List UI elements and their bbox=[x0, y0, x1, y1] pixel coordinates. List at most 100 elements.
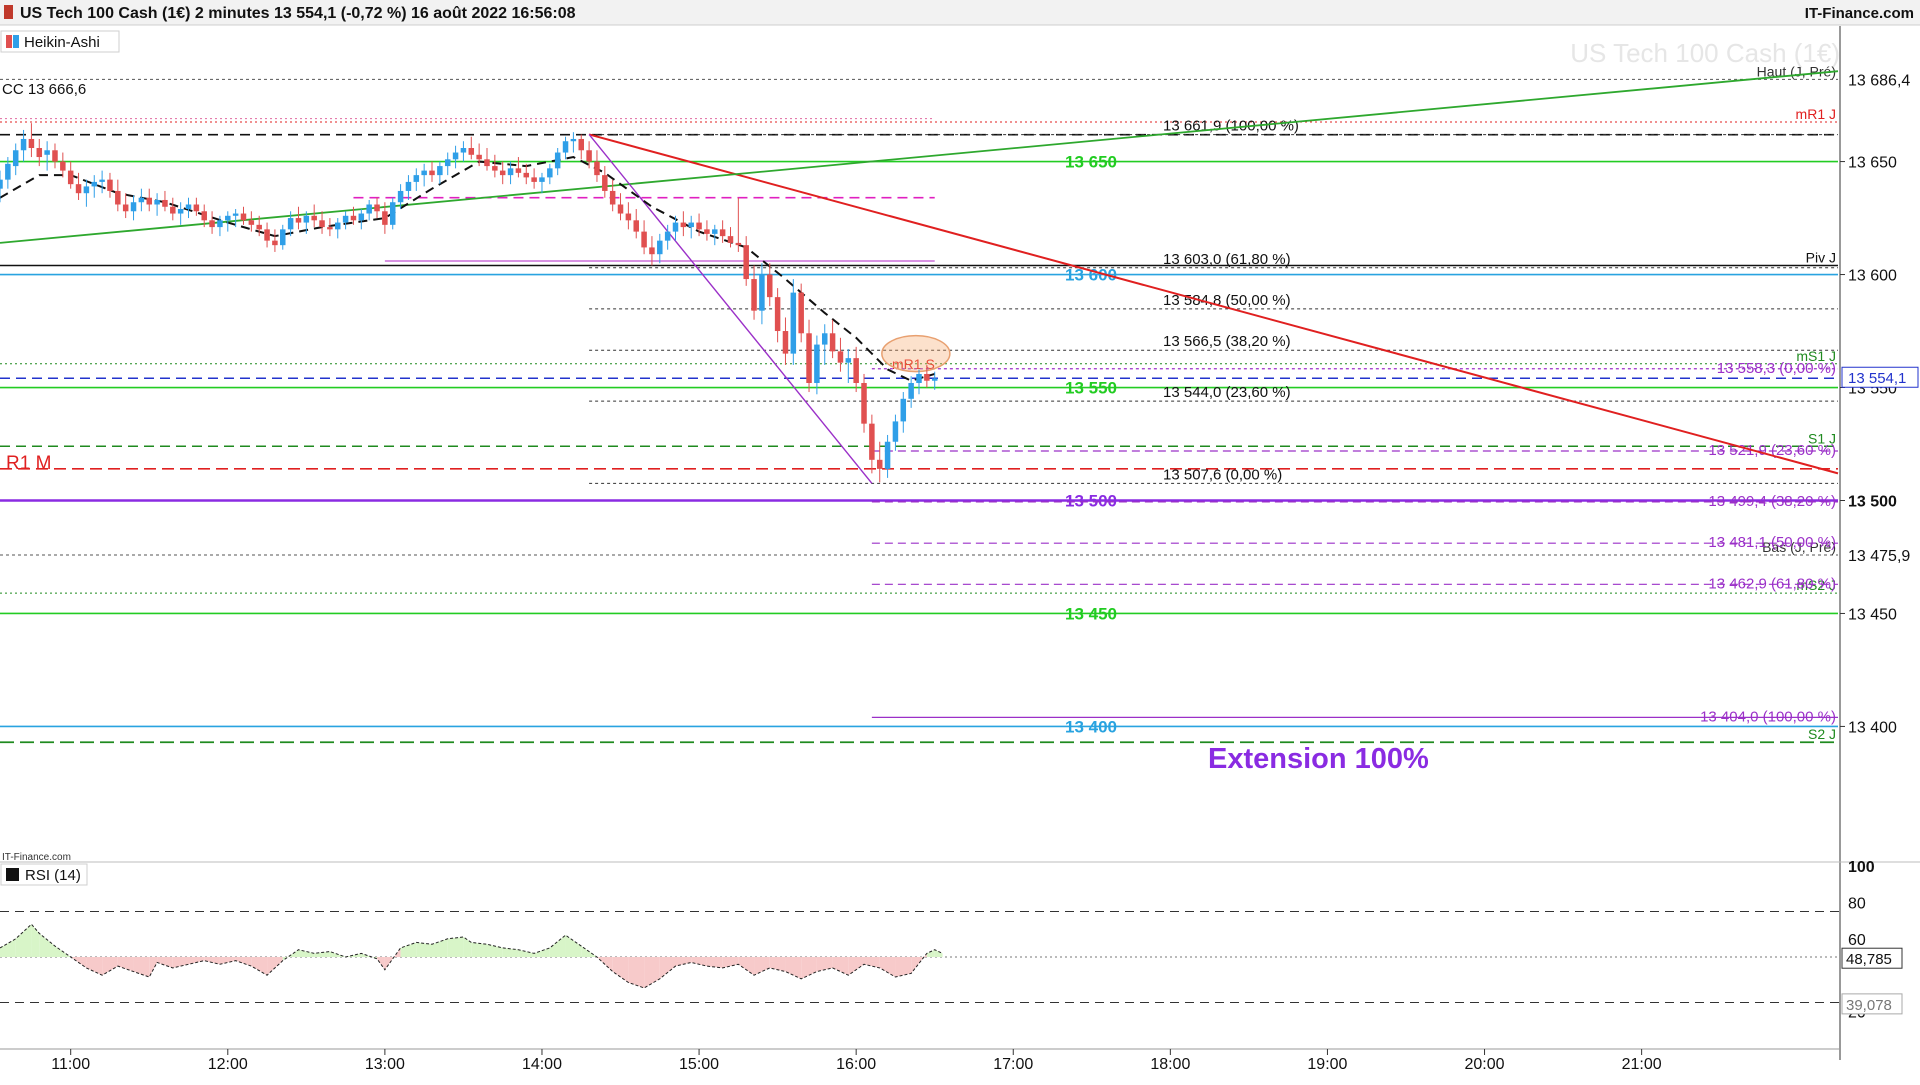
rsi-fill bbox=[644, 957, 660, 988]
candle-body bbox=[688, 222, 694, 228]
rsi-fill bbox=[39, 933, 55, 957]
fib-retracement-label: 13 544,0 (23,60 %) bbox=[1163, 384, 1291, 401]
rsi-fill bbox=[416, 942, 433, 957]
candle-body bbox=[405, 181, 412, 191]
candle-body bbox=[617, 204, 624, 214]
candle-body bbox=[649, 247, 655, 255]
rsi-fill bbox=[188, 957, 205, 965]
rsi-fill bbox=[157, 957, 173, 968]
rsi-fill bbox=[31, 924, 40, 957]
pivot-label: S2 J bbox=[1808, 726, 1836, 742]
pivot-label: mR1 J bbox=[1796, 106, 1836, 122]
candle-body bbox=[177, 209, 184, 214]
candle-body bbox=[327, 227, 333, 230]
candle-body bbox=[814, 344, 820, 383]
candle-body bbox=[492, 166, 498, 171]
rsi-line bbox=[0, 923, 943, 989]
pivot-label: mS2 J bbox=[1796, 577, 1836, 593]
candle-body bbox=[468, 148, 475, 155]
rsi-fill bbox=[934, 949, 943, 957]
round-level-label: 13 400 bbox=[1065, 717, 1117, 736]
x-tick-label: 13:00 bbox=[365, 1056, 405, 1073]
candle-body bbox=[335, 222, 341, 230]
candle-body bbox=[421, 170, 427, 176]
candle-body bbox=[225, 215, 231, 221]
candle-body bbox=[154, 199, 160, 205]
y-tick-label: 13 500 bbox=[1848, 493, 1897, 510]
x-tick-label: 14:00 bbox=[522, 1056, 562, 1073]
candle-body bbox=[36, 148, 43, 158]
price-tag-bg bbox=[1841, 366, 1919, 388]
candle-body bbox=[531, 177, 537, 182]
candle-body bbox=[735, 242, 742, 246]
candle-body bbox=[853, 358, 859, 383]
candle-body bbox=[727, 236, 734, 243]
candle-body bbox=[107, 179, 113, 191]
rsi-fill bbox=[432, 938, 448, 957]
cc-label: CC 13 666,6 bbox=[2, 81, 86, 98]
candle-body bbox=[916, 373, 922, 383]
rsi-fill bbox=[251, 957, 268, 976]
watermark: US Tech 100 Cash (1€) bbox=[1570, 38, 1840, 68]
rsi-fill bbox=[785, 957, 802, 979]
candle-body bbox=[193, 204, 200, 212]
rsi-fill bbox=[447, 936, 464, 957]
rsi-badge[interactable]: RSI (14) bbox=[0, 863, 88, 886]
candle-body bbox=[413, 175, 420, 182]
pivot-label: Piv J bbox=[1806, 250, 1836, 266]
rsi-fill bbox=[926, 949, 935, 957]
y-tick-label: 13 450 bbox=[1848, 606, 1897, 623]
candle-body bbox=[240, 213, 247, 221]
rsi-fill bbox=[691, 957, 707, 967]
rsi-fill bbox=[706, 957, 723, 968]
rsi-fill bbox=[816, 957, 833, 972]
candle-body bbox=[570, 138, 577, 142]
candle-body bbox=[892, 421, 899, 442]
candle-body bbox=[256, 224, 262, 230]
rsi-tick-label: 100 bbox=[1848, 859, 1875, 876]
candle-body bbox=[248, 220, 255, 225]
price-tag: 13 475,9 bbox=[1848, 548, 1910, 565]
heikin-ashi-badge-bg bbox=[0, 30, 120, 53]
candles bbox=[0, 123, 938, 483]
levels: 13 650 13 600 13 550 13 500 13 450 13 400 Haut… bbox=[0, 63, 1838, 744]
candle-body bbox=[672, 222, 679, 232]
fib-retracement-label: 13 603,0 (61,80 %) bbox=[1163, 251, 1291, 268]
candle-body bbox=[287, 218, 294, 230]
round-level-label: 13 500 bbox=[1065, 491, 1117, 510]
y-tick-label: 13 400 bbox=[1848, 719, 1897, 736]
round-level-label: 13 650 bbox=[1065, 153, 1117, 172]
other-label: R1 M bbox=[6, 453, 51, 474]
candle-icon bbox=[4, 5, 13, 19]
rsi-fill bbox=[675, 957, 692, 967]
candle-body bbox=[641, 231, 647, 248]
candle-body bbox=[578, 138, 584, 151]
rsi-fill bbox=[471, 942, 487, 957]
candle-body bbox=[821, 333, 828, 345]
candle-body bbox=[829, 333, 836, 352]
rsi-fill bbox=[235, 957, 252, 967]
rsi-fill bbox=[133, 957, 150, 978]
candle-body bbox=[452, 152, 459, 160]
candle-body bbox=[782, 331, 789, 354]
candle-body bbox=[586, 150, 592, 162]
candle-body bbox=[908, 382, 914, 399]
rsi-fill bbox=[534, 947, 550, 957]
rsi-fill bbox=[117, 957, 134, 972]
fib-extension-label: 13 462,9 (61,80 %) bbox=[1708, 575, 1836, 592]
rsi-level-tag-bg bbox=[1841, 993, 1903, 1015]
rsi-fill bbox=[172, 957, 189, 968]
heikin-ashi-label: Heikin-Ashi bbox=[24, 34, 100, 51]
candle-body bbox=[28, 138, 35, 149]
candle-body bbox=[499, 170, 506, 176]
rsi-fill bbox=[596, 957, 613, 972]
candle-body bbox=[924, 373, 930, 381]
pivot-label: mS1 J bbox=[1796, 348, 1836, 364]
candle-body bbox=[75, 184, 82, 194]
x-tick-label: 21:00 bbox=[1622, 1056, 1662, 1073]
candle-body bbox=[798, 292, 804, 334]
candle-body bbox=[0, 179, 3, 189]
rsi-fill bbox=[267, 957, 283, 976]
heikin-ashi-badge[interactable]: Heikin-Ashi bbox=[0, 30, 120, 53]
